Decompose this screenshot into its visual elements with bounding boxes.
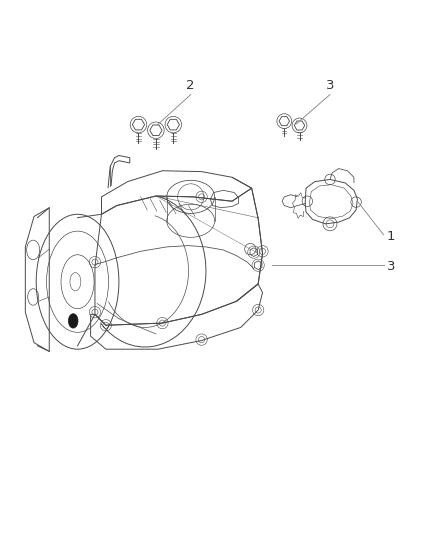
Ellipse shape <box>68 314 78 328</box>
Text: 1: 1 <box>387 230 395 243</box>
Text: 3: 3 <box>326 79 334 92</box>
Text: 2: 2 <box>187 79 195 92</box>
Text: 3: 3 <box>387 260 395 273</box>
